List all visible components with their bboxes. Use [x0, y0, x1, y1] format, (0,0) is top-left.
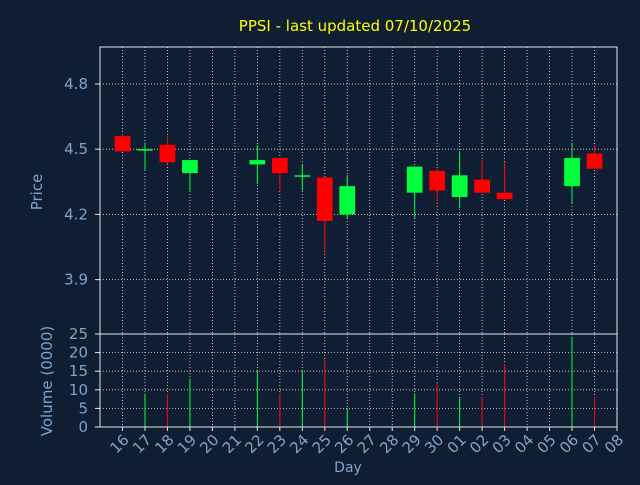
candle-body-06	[564, 157, 580, 187]
candle-body-03	[496, 192, 513, 200]
candle-body-23	[271, 157, 288, 174]
volume-tick-label: 5	[78, 399, 88, 417]
candle-body-30	[429, 170, 446, 191]
volume-axis-label: Volume (0000)	[38, 326, 56, 436]
candle-body-22	[249, 160, 266, 165]
volume-tick-label: 20	[69, 344, 88, 362]
candle-body-16	[114, 136, 131, 152]
x-axis-label: Day	[334, 460, 362, 476]
price-tick-label: 4.5	[64, 140, 88, 158]
volume-tick-label: 10	[69, 381, 88, 399]
volume-tick-label: 0	[78, 418, 88, 436]
volume-tick-label: 25	[69, 325, 88, 343]
frame-layer	[95, 46, 618, 431]
candle-body-18	[159, 144, 176, 163]
x-tick-label: 08	[601, 431, 627, 457]
candle-body-29	[406, 166, 423, 193]
marks-layer	[114, 133, 603, 427]
candle-body-02	[474, 179, 490, 193]
price-tick-label: 4.2	[64, 205, 88, 223]
candle-body-17	[137, 149, 153, 151]
candle-body-26	[339, 186, 356, 215]
chart-title: PPSI - last updated 07/10/2025	[239, 17, 471, 35]
price-plot-frame	[99, 46, 618, 335]
candle-body-01	[451, 175, 468, 198]
price-tick-label: 3.9	[64, 271, 88, 289]
volume-plot-frame	[99, 333, 618, 428]
price-axis-label: Price	[28, 174, 46, 211]
candle-body-24	[294, 175, 311, 177]
volume-tick-label: 15	[69, 362, 88, 380]
candle-body-07	[586, 153, 603, 169]
grid-layer	[100, 47, 617, 427]
candle-body-25	[316, 177, 333, 221]
candle-body-19	[182, 160, 198, 174]
text-layer: PPSI - last updated 07/10/2025 Price Vol…	[28, 17, 627, 476]
price-tick-label: 4.8	[64, 75, 88, 93]
